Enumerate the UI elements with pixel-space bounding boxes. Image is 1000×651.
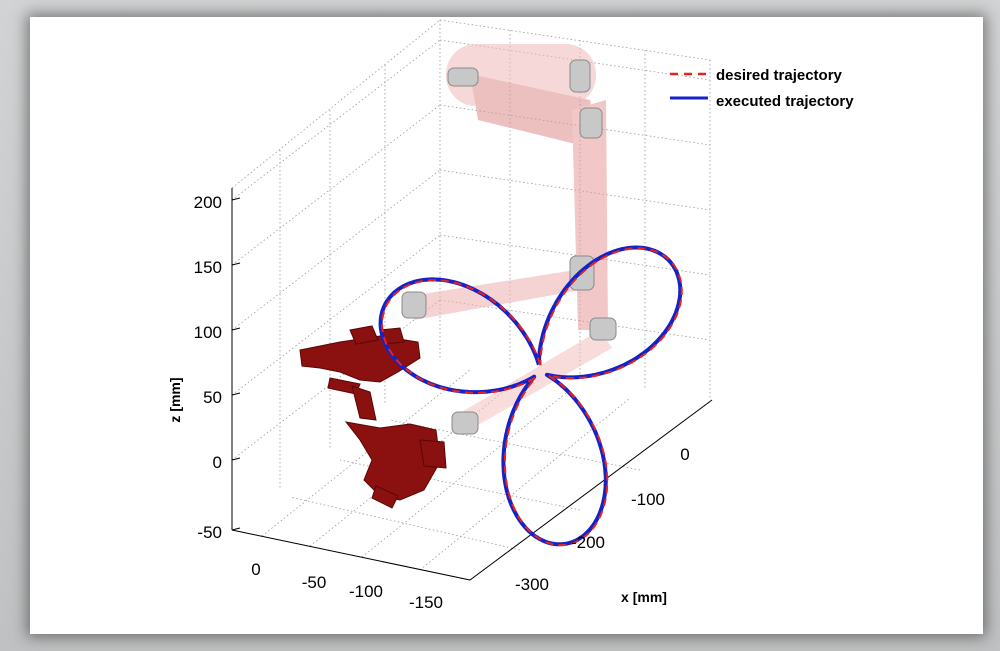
grid-line [361, 389, 571, 558]
z-tick-label: -50 [197, 523, 222, 542]
z-tick-label: 200 [194, 193, 222, 212]
z-tick [231, 327, 241, 331]
y-tick-label: -150 [409, 593, 443, 612]
hand-lower [344, 421, 441, 501]
grid-line [231, 39, 441, 201]
legend: desired trajectory executed trajectory [670, 67, 854, 110]
z-tick-label: 150 [194, 258, 222, 277]
x-tick-labels: 0 -100 -200 -300 [515, 445, 690, 594]
z-tick-label: 50 [203, 388, 222, 407]
grid-line [231, 104, 441, 266]
joint-5 [401, 291, 427, 319]
x-axis-label: x [mm] [621, 589, 667, 605]
joint-3 [579, 107, 603, 139]
z-tick [231, 392, 241, 396]
arm-link-lower [455, 330, 612, 432]
z-tick-label: 100 [194, 323, 222, 342]
grid-line [439, 234, 711, 276]
grid-line [289, 496, 521, 551]
desired-trajectory-line [381, 247, 683, 547]
z-tick [231, 197, 241, 201]
grid-line [231, 19, 441, 189]
grid-line [439, 19, 711, 61]
legend-executed-label: executed trajectory [716, 93, 854, 110]
z-tick-label: 0 [213, 453, 222, 472]
x-tick-label: -300 [515, 575, 549, 594]
grid-line [419, 397, 631, 571]
y-tick-label: -100 [349, 582, 383, 601]
grid-line [389, 419, 641, 471]
x-tick-label: -200 [571, 533, 605, 552]
x-tick-label: 0 [680, 445, 689, 464]
joint-7 [451, 411, 479, 435]
arm-link-upper [470, 74, 600, 150]
joint-6 [589, 317, 617, 341]
z-axis-label: z [mm] [167, 377, 183, 422]
robot-hands [299, 325, 447, 509]
axes [231, 188, 713, 581]
z-tick-labels: 200 150 100 50 0 -50 [194, 193, 222, 542]
y-tick-label: 0 [251, 560, 260, 579]
joint-2 [569, 59, 591, 93]
axis-line [469, 399, 713, 581]
robot-joints [401, 59, 617, 435]
arm-link-middle [410, 268, 592, 320]
robot-arm [410, 44, 612, 432]
z-tick [231, 527, 241, 531]
hand-lower-fingers [351, 385, 447, 509]
axis-line [231, 529, 471, 581]
grid-line [261, 369, 471, 537]
y-tick-labels: 0 -50 -100 -150 [251, 560, 443, 612]
x-tick-label: -100 [631, 490, 665, 509]
y-tick-label: -50 [302, 573, 327, 592]
joint-1 [447, 67, 479, 87]
legend-desired-label: desired trajectory [716, 67, 843, 84]
z-tick [231, 457, 241, 461]
z-tick [231, 262, 241, 266]
